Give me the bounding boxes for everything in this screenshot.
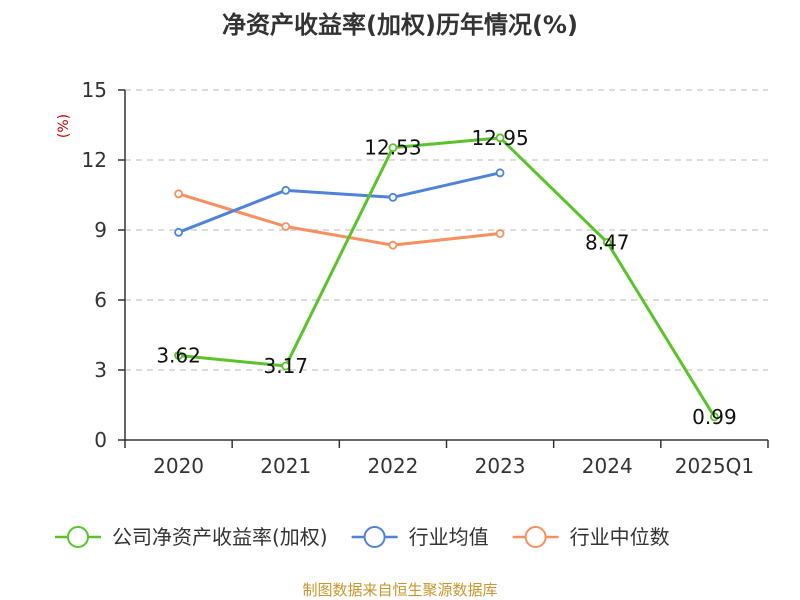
- series-line: [178, 136, 716, 418]
- legend-label: 公司净资产收益率(加权): [112, 525, 328, 549]
- data-source-note: 制图数据来自恒生聚源数据库: [302, 581, 497, 599]
- data-point[interactable]: [388, 240, 398, 250]
- data-label: 12.95: [471, 126, 528, 150]
- data-point[interactable]: [495, 229, 505, 238]
- legend-item[interactable]: 行业均值: [351, 525, 489, 549]
- data-point[interactable]: [495, 168, 505, 178]
- y-axis-unit-label: (%): [56, 114, 72, 138]
- data-point[interactable]: [602, 237, 612, 247]
- x-tick-label: 2022: [367, 454, 418, 478]
- legend-marker: [524, 526, 547, 548]
- y-tick-label: 3: [94, 358, 107, 382]
- legend-item[interactable]: 公司净资产收益率(加权): [55, 525, 328, 549]
- data-point[interactable]: [281, 222, 291, 231]
- data-point[interactable]: [174, 227, 183, 237]
- legend[interactable]: 公司净资产收益率(加权) 行业均值 行业中位数: [55, 525, 670, 549]
- data-label: 3.17: [263, 354, 308, 378]
- data-label: 3.62: [156, 344, 201, 368]
- data-label: 0.99: [692, 405, 737, 429]
- data-point[interactable]: [710, 412, 719, 422]
- chart-title: 净资产收益率(加权)历年情况(%): [222, 11, 578, 39]
- data-point[interactable]: [174, 351, 183, 360]
- legend-marker: [67, 526, 89, 548]
- series-lines: [174, 133, 719, 422]
- x-tick-label: 2021: [260, 454, 311, 478]
- x-tick-label: 2020: [153, 454, 204, 478]
- data-label: 8.47: [585, 230, 630, 254]
- data-point[interactable]: [281, 185, 291, 195]
- series-line: [178, 171, 501, 234]
- data-point[interactable]: [388, 143, 398, 153]
- data-labels: 3.62 3.17 12.53 12.95 8.47 0.99: [156, 126, 736, 429]
- y-tick-label: 0: [94, 428, 107, 452]
- y-tick-label: 12: [82, 148, 107, 172]
- x-tick-label: 2023: [475, 454, 526, 478]
- y-tick-label: 15: [82, 78, 107, 102]
- x-tick-label: 2025Q1: [675, 454, 754, 478]
- x-tick-label: 2024: [582, 454, 633, 478]
- axes: 0 3 6 9 12 15 2020 2021 2022 2023 2024 2025Q1: [82, 78, 769, 478]
- grid-lines: [125, 89, 768, 371]
- data-point[interactable]: [174, 189, 183, 199]
- y-tick-label: 9: [94, 218, 107, 242]
- legend-label: 行业均值: [409, 525, 489, 549]
- data-point[interactable]: [281, 361, 291, 371]
- legend-label: 行业中位数: [570, 525, 670, 549]
- data-point[interactable]: [495, 133, 505, 143]
- data-label: 12.53: [364, 136, 421, 160]
- y-tick-label: 6: [94, 288, 107, 312]
- legend-item[interactable]: 行业中位数: [512, 525, 670, 549]
- legend-marker: [363, 526, 386, 548]
- data-point[interactable]: [388, 192, 398, 202]
- series-line: [178, 192, 501, 247]
